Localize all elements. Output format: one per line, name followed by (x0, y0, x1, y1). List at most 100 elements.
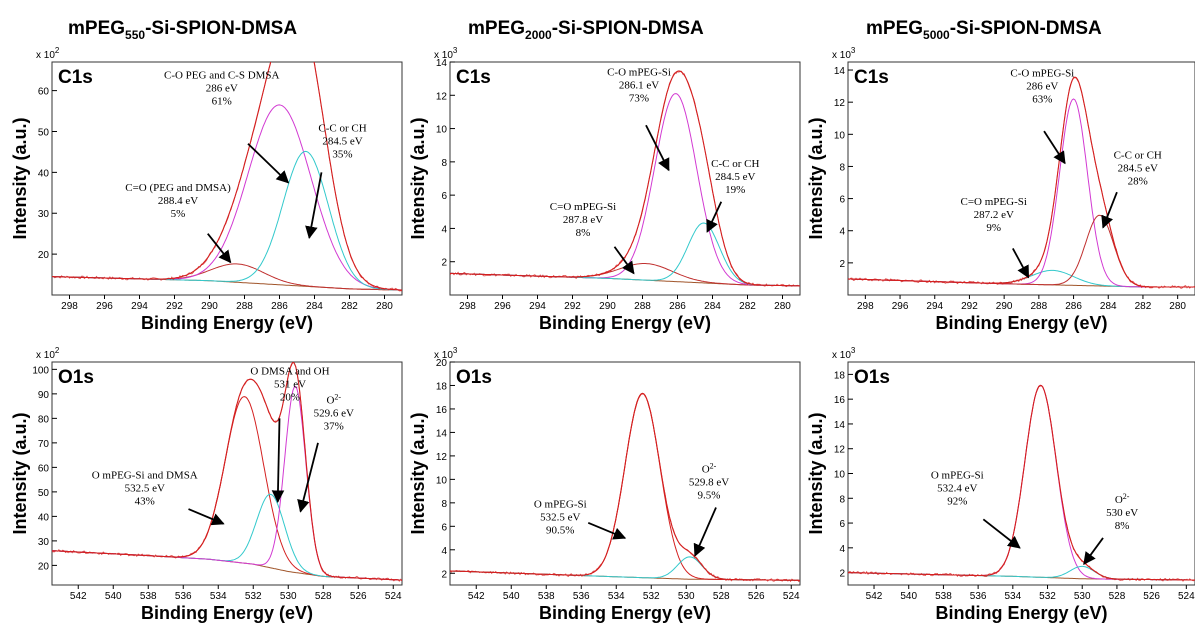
y-tick-label: 4 (839, 544, 845, 555)
y-tick-label: 4 (441, 224, 447, 235)
annotation-line: C-C or CH (318, 122, 366, 134)
annotation-line: O2- (326, 393, 341, 407)
annotation-arrow (247, 143, 290, 184)
annotation-line: 529.6 eV (314, 408, 354, 420)
annotation-line: 286.1 eV (619, 79, 659, 91)
y-tick-label: 6 (441, 522, 447, 533)
x-tick-label: 290 (996, 301, 1013, 312)
annotation-line: C-C or CH (711, 158, 759, 170)
annotation-arrow (982, 518, 1021, 549)
peak-annotation: C=O (PEG and DMSA)288.4 eV5% (125, 182, 232, 264)
annotation-arrow (693, 507, 717, 557)
x-tick-label: 530 (678, 591, 695, 602)
x-tick-label: 280 (774, 301, 791, 312)
annotation-arrow (188, 508, 225, 526)
raw-data-line (450, 393, 800, 583)
y-tick-label: 8 (441, 499, 447, 510)
y-tick-label: 12 (436, 91, 448, 102)
panel-label: O1s (456, 367, 492, 388)
y-axis-label: Intensity (a.u.) (10, 117, 30, 239)
x-tick-label: 540 (900, 591, 917, 602)
x-tick-label: 532 (643, 591, 660, 602)
x-tick-label: 282 (341, 301, 358, 312)
annotation-arrow (706, 201, 723, 233)
annotation-superscript: 2- (710, 461, 717, 470)
annotation-superscript: 2- (1123, 492, 1130, 501)
x-tick-label: 292 (961, 301, 978, 312)
x-tick-label: 534 (608, 591, 625, 602)
y-multiplier-exponent: 2 (55, 46, 60, 55)
x-tick-label: 534 (210, 591, 227, 602)
y-axis-label: Intensity (a.u.) (806, 412, 826, 534)
y-multiplier-label: x 103 (832, 46, 856, 61)
y-tick-label: 10 (436, 125, 448, 136)
annotation-line: 532.5 eV (125, 482, 165, 494)
x-tick-label: 538 (140, 591, 157, 602)
plot-frame (51, 61, 403, 296)
column-title-main: mPEG (866, 18, 924, 39)
plot-area (848, 76, 1195, 289)
x-tick-label: 280 (1169, 301, 1186, 312)
x-tick-label: 528 (315, 591, 332, 602)
panel-c1s-0: 20 30 40 50 60 298 296 294 292 290 288 286 284 282 280… (10, 46, 403, 333)
x-tick-label: 298 (459, 301, 476, 312)
annotation-line: 90.5% (546, 525, 574, 537)
annotation-line: 284.5 eV (1118, 162, 1158, 174)
y-multiplier-exponent: 3 (453, 346, 458, 355)
annotation-line: 61% (212, 95, 232, 107)
x-tick-label: 294 (529, 301, 546, 312)
annotation-line: 92% (947, 495, 967, 507)
y-tick-label: 30 (38, 537, 50, 548)
panel-o1s-5: 2 4 6 8 10 12 14 16 18 542 540 538 536 534 532 530 528 52… (806, 346, 1195, 623)
component-peak-o2- (848, 565, 1195, 581)
column-title-subscript: 550 (125, 27, 146, 42)
annotation-line: 530 eV (1106, 507, 1138, 519)
panel-label: C1s (456, 67, 491, 88)
annotation-arrow (271, 418, 285, 503)
annotation-line: C-O PEG and C-S DMSA (164, 69, 280, 81)
annotation-line: O DMSA and OH (250, 365, 329, 377)
annotation-line: 532.5 eV (540, 512, 580, 524)
component-peak-o2- (450, 556, 800, 581)
background-line (52, 276, 402, 291)
x-tick-label: 526 (748, 591, 765, 602)
component-peak-c-o-mpeg-si (848, 98, 1195, 288)
annotation-arrow (1012, 247, 1030, 279)
x-tick-label: 292 (564, 301, 581, 312)
x-tick-label: 530 (280, 591, 297, 602)
x-tick-label: 290 (599, 301, 616, 312)
annotation-arrow (297, 442, 319, 513)
y-tick-label: 14 (436, 58, 448, 69)
annotation-line: 284.5 eV (715, 171, 755, 183)
y-multiplier-exponent: 3 (851, 346, 856, 355)
plot-frame (847, 361, 1195, 586)
plot-area (848, 384, 1195, 582)
y-tick-label: 2 (441, 258, 447, 269)
y-tick-label: 100 (32, 365, 49, 376)
envelope-fit-line (450, 392, 800, 581)
column-title-subscript: 2000 (525, 27, 552, 42)
annotation-line: 531 eV (274, 378, 306, 390)
x-tick-label: 286 (271, 301, 288, 312)
column-title-mpeg2000: mPEG2000-Si-SPION-DMSA (468, 18, 704, 42)
annotation-line: C-C or CH (1114, 149, 1162, 161)
y-tick-label: 12 (834, 445, 846, 456)
x-tick-label: 528 (1109, 591, 1126, 602)
component-peak-c-c-or-ch (450, 222, 800, 287)
y-axis-label: Intensity (a.u.) (408, 117, 428, 239)
y-tick-label: 50 (38, 488, 50, 499)
y-multiplier-label: x 103 (434, 346, 458, 361)
x-tick-label: 532 (245, 591, 262, 602)
y-tick-label: 2 (839, 259, 845, 270)
plot-area (52, 362, 402, 582)
y-tick-label: 18 (834, 370, 846, 381)
column-title-main: mPEG (68, 18, 126, 39)
annotation-line: 73% (629, 92, 649, 104)
y-tick-label: 8 (839, 162, 845, 173)
x-tick-label: 540 (105, 591, 122, 602)
annotation-arrow (305, 172, 323, 240)
y-tick-label: 14 (834, 420, 846, 431)
